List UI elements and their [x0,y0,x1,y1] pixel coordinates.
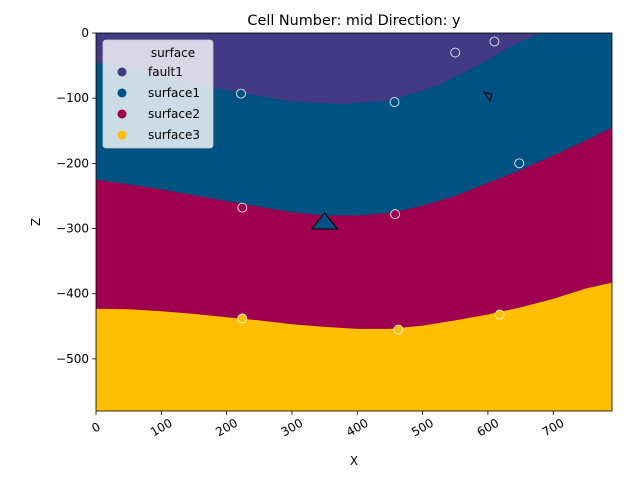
y-tick-label--100: −100 [56,91,89,105]
point-fault1-1 [450,47,461,58]
legend-title: surface [151,46,195,60]
x-tick-label-100: 100 [148,416,175,440]
x-tick-label-500: 500 [409,416,436,440]
x-tick-label-600: 600 [474,416,501,440]
legend-swatch-fault1 [117,67,127,77]
legend-label-fault1: fault1 [148,65,183,79]
legend-swatch-surface2 [117,109,127,119]
x-axis-label: X [350,454,358,468]
legend: surface fault1 surface1 surface2 surface3 [102,39,214,149]
y-tick-label--200: −200 [56,156,89,170]
point-surface2-7 [390,209,401,220]
point-surface3-10 [494,309,505,320]
y-axis-label: Z [29,218,43,226]
legend-box [102,39,214,149]
data-points [236,36,525,335]
point-surface1-5 [514,158,525,169]
point-surface3-9 [393,324,404,335]
point-surface1-4 [389,97,400,107]
x-tick-label-700: 700 [540,416,567,440]
orientation-marker-1 [310,212,339,230]
legend-label-surface1: surface1 [148,86,200,100]
y-tick-label-0: 0 [81,26,89,40]
point-surface3-8 [237,313,248,324]
y-tick-label--400: −400 [56,287,89,301]
point-fault1-2 [489,36,500,47]
x-tick-label-400: 400 [344,416,371,440]
y-tick-label--500: −500 [56,352,89,366]
legend-label-surface2: surface2 [148,107,200,121]
plot-frame [95,32,613,412]
x-tick-label-200: 200 [213,416,240,440]
orientation-markers [310,91,493,230]
geological-layers [96,33,612,411]
chart-title: Cell Number: mid Direction: y [247,13,461,29]
x-tick-label-300: 300 [279,416,306,440]
y-axis: 0 −100 −200 −300 −400 −500 [56,26,96,366]
x-tick-label-0: 0 [89,420,103,436]
x-axis: 0 100 200 300 400 500 600 700 [89,411,567,440]
legend-swatch-surface3 [117,130,127,140]
point-surface1-3 [236,88,246,99]
legend-swatch-surface1 [117,88,127,98]
orientation-marker-2 [482,91,493,103]
y-tick-label--300: −300 [56,222,89,236]
legend-label-surface3: surface3 [148,128,200,142]
point-surface2-6 [237,202,248,213]
